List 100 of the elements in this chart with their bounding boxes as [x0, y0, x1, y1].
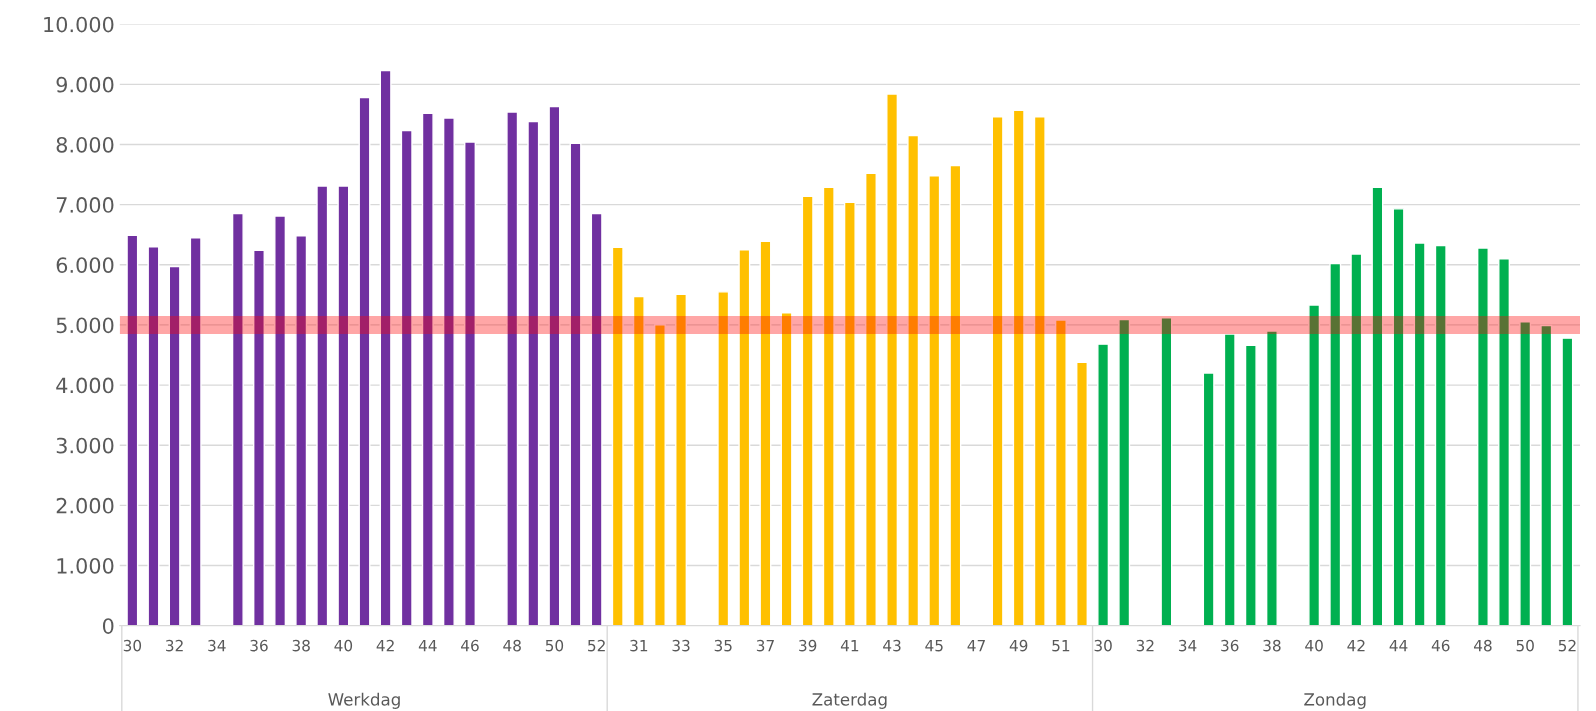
x-tick-label: 44	[1389, 640, 1408, 652]
bar	[316, 185, 329, 626]
x-tick-label: 39	[799, 639, 817, 652]
x-tick-label: 38	[292, 639, 310, 652]
x-tick-label: 43	[883, 639, 901, 652]
bar	[1350, 253, 1363, 626]
bar	[738, 249, 751, 626]
bar	[1054, 319, 1067, 626]
x-tick-label: 48	[1473, 639, 1492, 652]
y-tick-label: 8.000	[56, 136, 114, 153]
bar	[1097, 343, 1110, 626]
bar	[464, 141, 476, 626]
text: Werkdag	[328, 692, 400, 709]
bar	[1244, 344, 1257, 626]
bar	[1519, 321, 1532, 626]
y-tick-label: 4.000	[56, 377, 114, 394]
bar	[611, 246, 624, 626]
x-tick-label: 36	[250, 639, 268, 652]
x-tick-label: 30	[1094, 639, 1112, 652]
x-tick-label: 37	[756, 639, 774, 652]
x-tick-label: 34	[1178, 639, 1197, 652]
bar	[865, 172, 877, 626]
bar	[653, 324, 666, 626]
x-tick-label: 36	[1221, 639, 1239, 652]
bar	[442, 117, 455, 626]
bar	[1498, 258, 1511, 626]
bar	[1265, 330, 1278, 626]
bar	[147, 246, 160, 626]
y-tick-label: 2.000	[56, 497, 114, 514]
bar	[1118, 318, 1131, 626]
bar	[527, 120, 540, 626]
y-tick-label: 10.000	[44, 16, 114, 33]
bar	[632, 295, 645, 626]
y-tick-label: 1.000	[57, 557, 114, 574]
bar	[1329, 262, 1342, 626]
bar	[253, 249, 265, 626]
x-tick-label: 31	[630, 639, 648, 652]
bar	[400, 129, 413, 626]
bar	[717, 291, 730, 626]
x-tick-label: 42	[1347, 639, 1365, 652]
bar	[759, 240, 772, 626]
x-tick-label: 40	[1305, 639, 1323, 652]
bar	[295, 235, 308, 626]
bar	[1160, 317, 1173, 626]
x-tick-label: 32	[1136, 639, 1154, 652]
x-tick-label: 52	[1558, 639, 1576, 652]
bar	[548, 105, 561, 626]
bar	[907, 134, 920, 626]
bar	[822, 186, 835, 626]
x-tick-label: 46	[1431, 639, 1450, 652]
y-tick-label: 7.000	[56, 197, 114, 213]
x-tick-label: 41	[840, 640, 859, 652]
bar	[780, 312, 793, 626]
y-tick-label: 5.000	[56, 317, 114, 334]
bar	[1540, 324, 1553, 626]
x-tick-label: 49	[1009, 639, 1028, 652]
y-tick-label: 0	[102, 618, 114, 634]
bar	[358, 96, 371, 626]
x-tick-label: 52	[588, 639, 605, 652]
x-tick-label: 47	[967, 640, 985, 652]
bar	[126, 234, 139, 626]
x-tick-label: 35	[714, 639, 732, 652]
bar	[1434, 244, 1447, 626]
bar	[843, 201, 856, 626]
bar	[231, 212, 244, 626]
bar	[274, 215, 287, 626]
x-tick-label: 51	[1052, 640, 1070, 652]
bar	[1223, 333, 1236, 626]
bar	[1308, 304, 1321, 626]
bar	[569, 142, 582, 626]
bar	[1371, 186, 1384, 626]
bar	[337, 185, 350, 626]
bar	[1561, 337, 1574, 626]
bar	[379, 69, 392, 626]
bar	[590, 212, 603, 626]
bar	[949, 164, 962, 626]
x-tick-label: 34	[208, 639, 226, 652]
x-tick-label: 33	[672, 639, 690, 652]
x-tick-label: 50	[545, 639, 564, 652]
bar	[1413, 242, 1426, 626]
x-tick-label: 45	[925, 640, 943, 652]
bar	[506, 111, 519, 626]
bar	[189, 237, 202, 626]
bar	[675, 293, 688, 626]
x-tick-label: 48	[503, 639, 521, 652]
y-tick-label: 6.000	[56, 257, 114, 273]
bar	[886, 93, 899, 626]
x-tick-label: 46	[461, 639, 479, 652]
bar	[1033, 116, 1046, 626]
y-tick-label: 3.000	[56, 437, 114, 454]
x-tick-label: 38	[1263, 639, 1281, 652]
text: Zaterdag	[812, 692, 887, 709]
bar	[991, 116, 1004, 626]
text: Zondag	[1304, 692, 1366, 709]
y-tick-label: 9.000	[56, 76, 114, 93]
x-tick-label: 50	[1516, 639, 1534, 652]
bar	[1476, 247, 1489, 626]
x-tick-label: 42	[376, 639, 394, 652]
x-tick-label: 44	[418, 640, 437, 652]
bar	[1076, 361, 1088, 626]
